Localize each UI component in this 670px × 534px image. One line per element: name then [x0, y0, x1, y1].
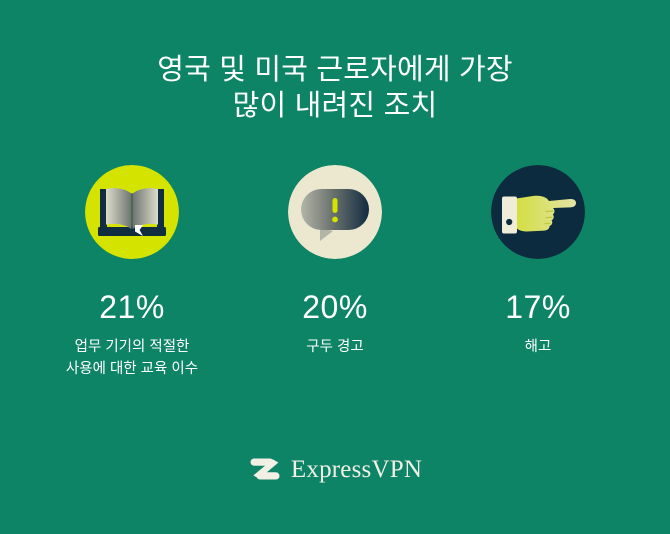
stat-caption-line-1: 구두 경고: [306, 339, 364, 355]
page-title-line-2: 많이 내려진 조치: [232, 90, 438, 122]
stat-item-dismissal: 17% 해고: [437, 165, 640, 358]
pointing-hand-icon: [491, 165, 585, 259]
stat-caption: 구두 경고: [235, 336, 435, 358]
stat-percent: 17%: [505, 289, 571, 325]
stat-item-training: 21% 업무 기기의 적절한 사용에 대한 교육 이수: [31, 165, 234, 380]
stats-row: 21% 업무 기기의 적절한 사용에 대한 교육 이수: [0, 165, 670, 380]
stat-caption-line-2: 사용에 대한 교육 이수: [65, 361, 199, 377]
stat-caption-line-1: 해고: [524, 339, 552, 355]
stat-caption-line-1: 업무 기기의 적절한: [74, 339, 190, 355]
stat-percent: 21%: [99, 289, 165, 325]
expressvpn-wordmark: ExpressVPN: [290, 455, 423, 483]
stat-percent: 20%: [302, 289, 368, 325]
stat-caption: 해고: [438, 336, 638, 358]
expressvpn-logo: ExpressVPN: [0, 452, 670, 486]
stat-item-verbal-warning: 20% 구두 경고: [234, 165, 437, 358]
speech-bubble-warning-icon: [288, 165, 382, 259]
stat-caption: 업무 기기의 적절한 사용에 대한 교육 이수: [32, 336, 232, 380]
page-title: 영국 및 미국 근로자에게 가장 많이 내려진 조치: [55, 52, 615, 124]
page-title-line-1: 영국 및 미국 근로자에게 가장: [157, 54, 513, 86]
open-book-icon: [85, 165, 179, 259]
expressvpn-e-mark-icon: [248, 452, 282, 486]
